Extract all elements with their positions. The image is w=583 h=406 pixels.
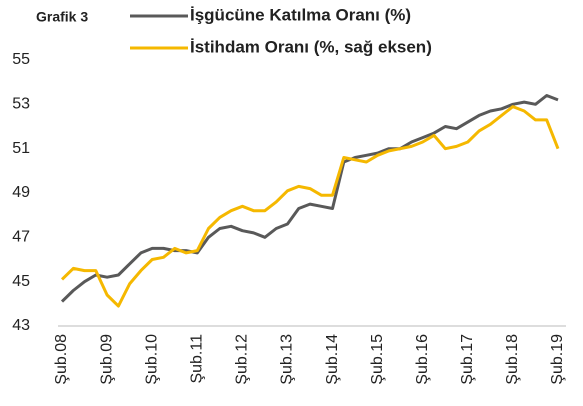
x-tick-label: Şub.19 [549,334,566,385]
x-tick-label: Şub.14 [324,334,341,385]
y-tick-label: 55 [12,51,30,68]
y-tick-label: 49 [12,184,30,201]
x-tick-label: Şub.09 [98,334,115,385]
x-tick-label: Şub.16 [414,334,431,385]
x-tick-label: Şub.12 [234,334,251,385]
y-tick-label: 47 [12,229,30,246]
y-tick-label: 43 [12,317,30,334]
y-tick-label: 51 [12,140,30,157]
line-series [60,94,559,303]
x-tick-label: Şub.18 [504,334,521,385]
legend-label: İstihdam Oranı (%, sağ eksen) [190,37,432,56]
x-tick-label: Şub.10 [143,334,160,385]
x-tick-label: Şub.15 [369,334,386,385]
chart-title: Grafik 3 [36,9,88,25]
line-series [60,105,560,308]
x-tick-label: Şub.11 [188,334,205,384]
legend-label: İşgücüne Katılma Oranı (%) [190,5,411,24]
x-tick-label: Şub.17 [459,334,476,385]
y-tick-label: 53 [12,96,30,113]
x-tick-label: Şub.13 [279,334,296,385]
y-tick-label: 45 [12,273,30,290]
x-tick-label: Şub.08 [53,334,70,385]
